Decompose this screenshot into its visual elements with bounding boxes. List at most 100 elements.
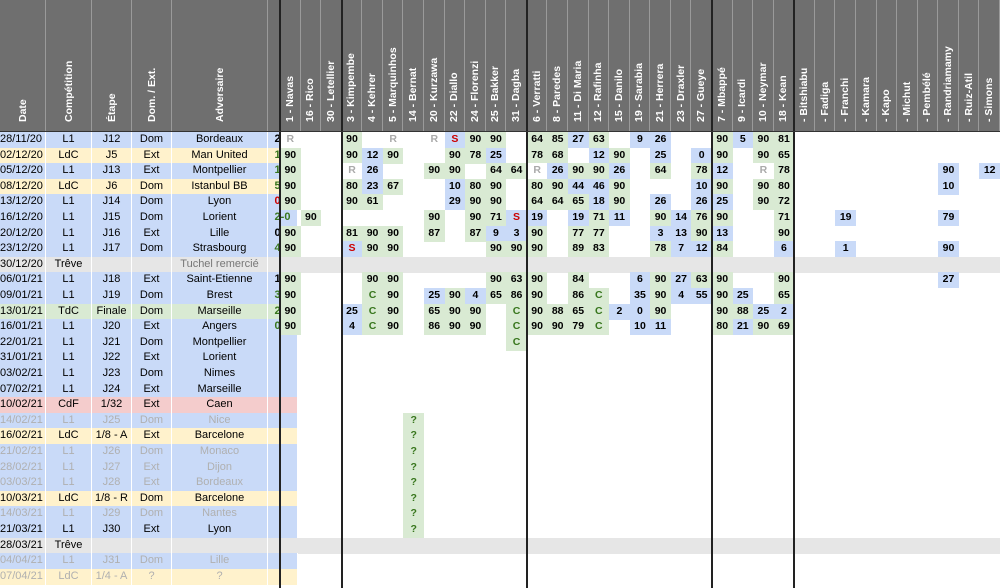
player-header: 16 - Rico [300, 0, 322, 132]
player-cell: ? [403, 412, 424, 429]
row-score [268, 553, 298, 570]
player-cell: 3 [650, 225, 671, 242]
row-date: 14/03/21 [0, 506, 46, 523]
row-lieu: ? [132, 568, 172, 585]
player-cell: 81 [773, 132, 795, 148]
player-header: 5 - Marquinhos [382, 0, 404, 132]
player-cell: 1 [835, 241, 856, 258]
player-cell: 65 [423, 303, 445, 320]
player-cell: 61 [362, 194, 383, 211]
player-cell: 90 [753, 178, 774, 195]
player-cell: 90 [280, 225, 301, 242]
row-lieu: Dom [132, 132, 172, 148]
player-cell: C [506, 319, 527, 336]
player-header-label: - Kapo [880, 89, 893, 122]
row-adv: Brest [172, 288, 268, 304]
row-lieu: Ext [132, 350, 172, 367]
player-header-label: - Fadiga [818, 81, 831, 122]
player-cell: C [506, 303, 527, 320]
player-header: 27 - Gueye [691, 0, 712, 132]
player-cell: 55 [691, 288, 712, 304]
row-adv: Lorient [172, 350, 268, 367]
row-etape: J20 [92, 319, 132, 336]
player-cell: 27 [938, 272, 959, 289]
player-header-label: - Pembélé [921, 72, 934, 122]
player-cell: 90 [485, 132, 507, 148]
row-lieu: Dom [132, 366, 172, 382]
column-header-label: Dom. / Ext. [145, 67, 158, 122]
row-date: 06/01/21 [0, 272, 46, 289]
player-header: 6 - Verratti [526, 0, 548, 132]
player-cell: 90 [382, 288, 404, 304]
player-cell: 90 [711, 178, 733, 195]
player-header: - Michut [897, 0, 918, 132]
row-comp: CdF [46, 397, 92, 414]
row-etape: 1/8 - R [92, 490, 132, 507]
row-comp: L1 [46, 459, 92, 476]
row-date: 09/01/21 [0, 288, 46, 304]
player-cell: 90 [382, 241, 404, 258]
player-header-label: 31 - Dagba [510, 68, 523, 122]
player-cell: 25 [423, 288, 445, 304]
player-header: 23 - Draxler [670, 0, 692, 132]
header-divider [0, 131, 1000, 132]
row-etape: J28 [92, 475, 132, 492]
player-cell: 71 [773, 210, 795, 226]
player-cell: 65 [773, 288, 795, 304]
player-cell: 90 [526, 319, 548, 336]
row-adv: Montpellier [172, 163, 268, 180]
player-header: 8 - Paredes [547, 0, 568, 132]
player-cell: 90 [485, 194, 507, 211]
player-cell: 90 [753, 132, 774, 148]
row-date: 05/12/20 [0, 163, 46, 180]
player-cell: 90 [423, 210, 445, 226]
row-adv: Angers [172, 319, 268, 336]
player-cell: 2 [609, 303, 630, 320]
player-cell: 90 [382, 225, 404, 242]
row-etape: J31 [92, 553, 132, 570]
row-lieu: Dom [132, 303, 172, 320]
player-cell: 26 [609, 163, 630, 180]
player-cell: 79 [938, 210, 959, 226]
group-divider [279, 0, 281, 588]
treve-band [280, 256, 1000, 273]
player-cell: 90 [526, 241, 548, 258]
player-header-label: 27 - Gueye [695, 68, 708, 122]
player-header-label: 1 - Navas [283, 75, 296, 122]
player-cell: 90 [753, 194, 774, 211]
player-cell: 90 [547, 319, 568, 336]
player-cell: 90 [423, 163, 445, 180]
row-etape: J17 [92, 241, 132, 258]
row-lieu: Ext [132, 428, 172, 445]
player-header-label: - Ruiz-Atil [962, 73, 975, 122]
player-header-label: 5 - Marquinhos [386, 47, 399, 122]
player-cell: 18 [588, 194, 610, 211]
player-cell: 65 [773, 147, 795, 164]
row-lieu: Dom [132, 444, 172, 460]
player-cell: C [588, 288, 610, 304]
row-etape: J26 [92, 444, 132, 460]
player-cell: 89 [567, 241, 589, 258]
row-comp: L1 [46, 444, 92, 460]
player-cell: 78 [526, 147, 548, 164]
row-adv: Nice [172, 412, 268, 429]
player-header-label: 25 - Bakker [489, 65, 502, 122]
player-cell: 90 [280, 163, 301, 180]
player-cell: 64 [526, 194, 548, 211]
row-comp: Trêve [46, 256, 92, 273]
player-header: 11 - Di Maria [567, 0, 589, 132]
player-cell: 26 [362, 163, 383, 180]
player-header-label: 15 - Danilo [612, 68, 625, 122]
player-header-label: 6 - Verratti [530, 70, 543, 122]
player-cell: 88 [732, 303, 754, 320]
row-adv: Lyon [172, 522, 268, 538]
row-adv: Bordeaux [172, 132, 268, 148]
row-date: 20/12/20 [0, 225, 46, 242]
player-header-label: 3 - Kimpembe [345, 53, 358, 122]
row-comp: L1 [46, 381, 92, 398]
player-cell: 90 [465, 319, 486, 336]
row-date: 03/03/21 [0, 475, 46, 492]
row-lieu: Ext [132, 381, 172, 398]
player-header-label: 10 - Neymar [756, 62, 769, 122]
player-cell: R [526, 163, 548, 180]
